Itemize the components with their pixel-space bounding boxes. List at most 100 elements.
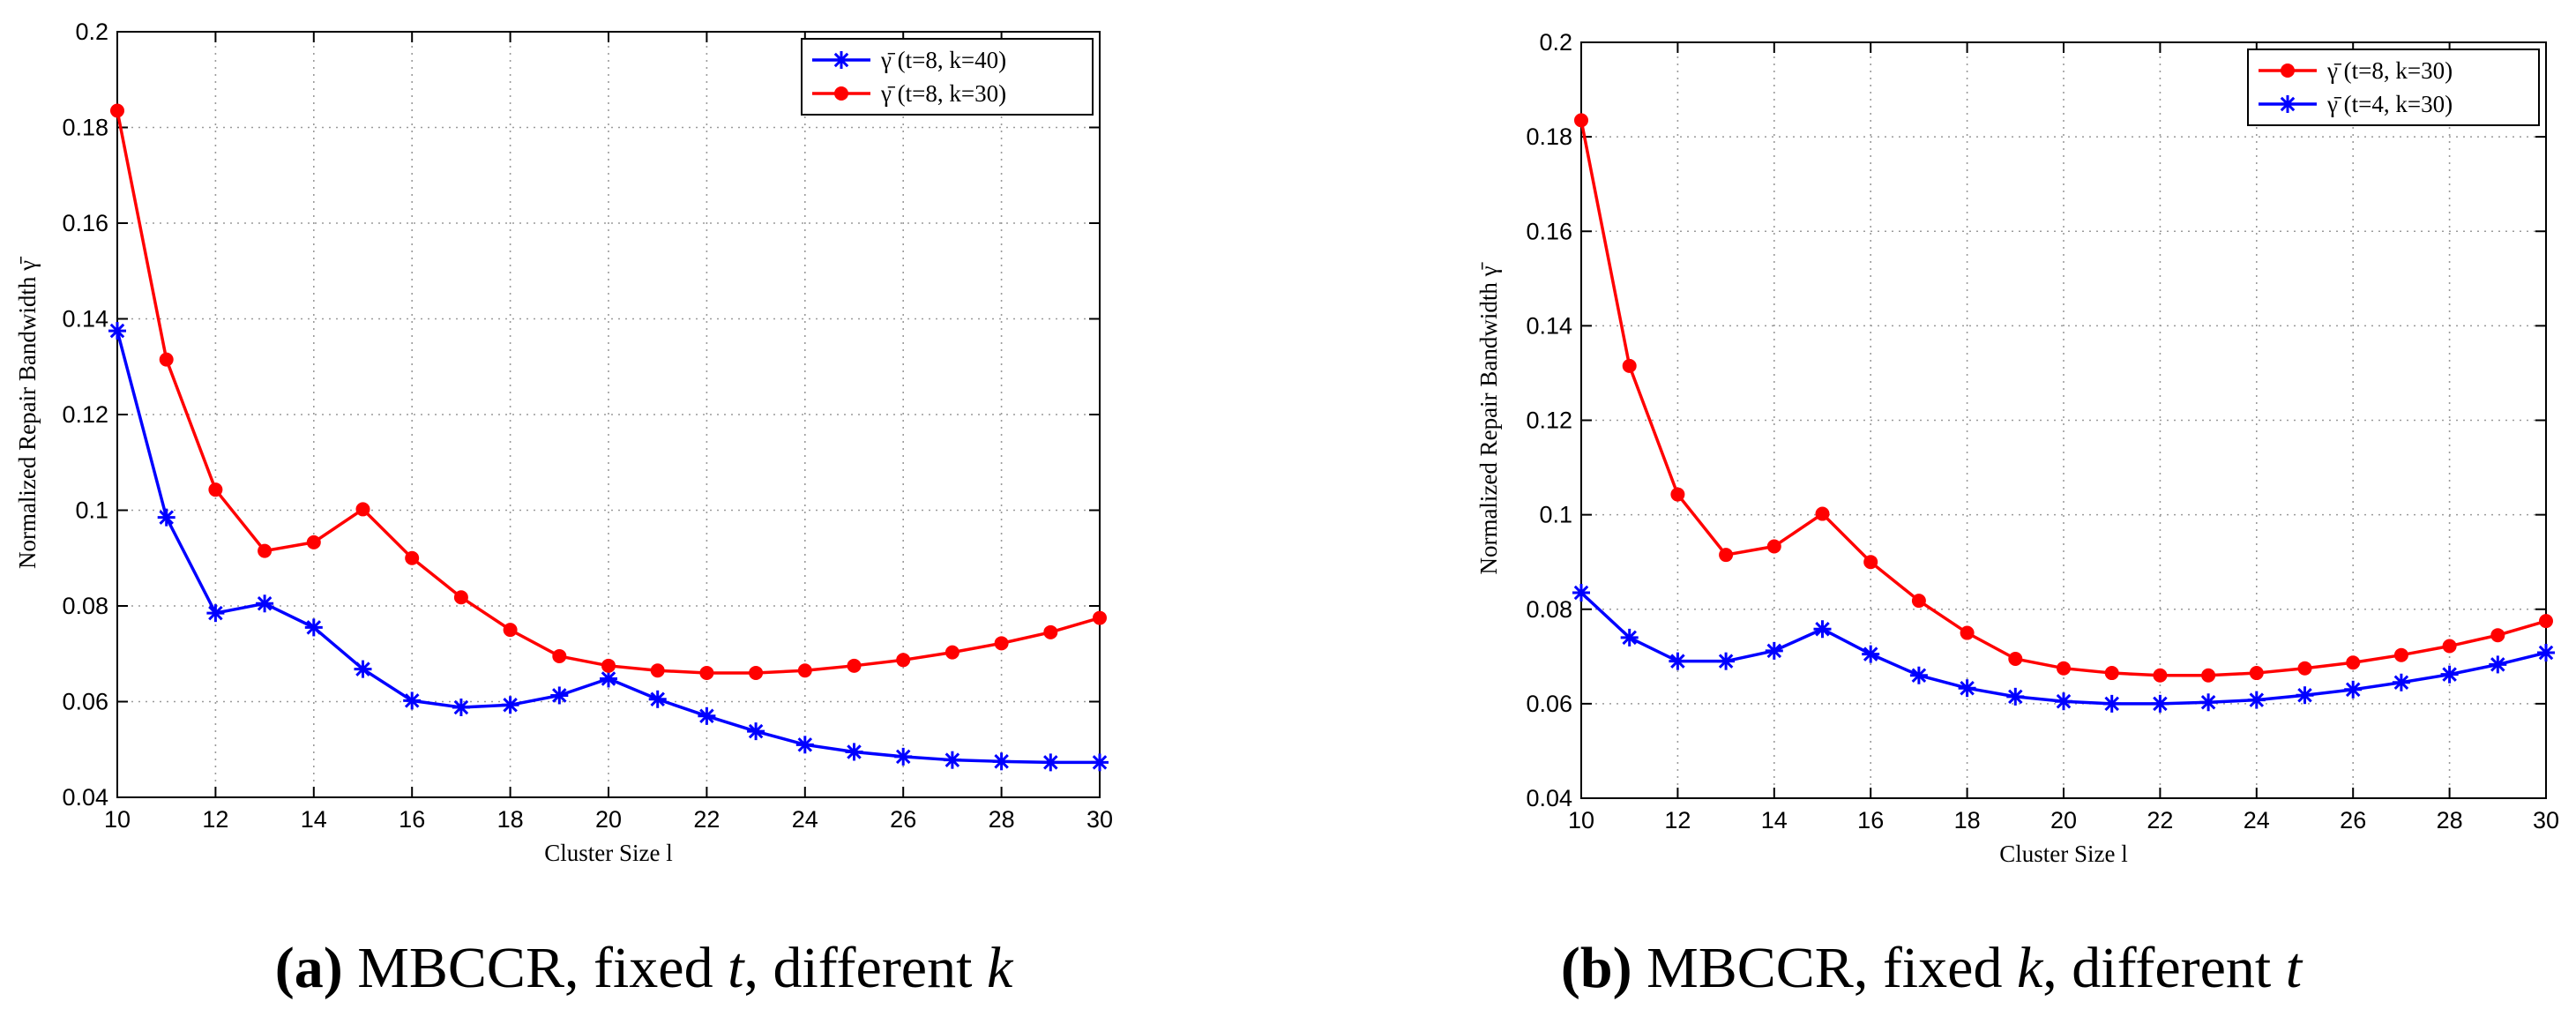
y-tick-label: 0.2 bbox=[75, 19, 108, 45]
data-point bbox=[550, 686, 569, 705]
asterisk-stroke bbox=[2345, 682, 2361, 698]
data-point bbox=[600, 669, 617, 688]
data-point bbox=[2057, 661, 2071, 676]
data-point bbox=[1909, 666, 1928, 684]
data-point bbox=[834, 86, 848, 101]
caption-b-letter: (b) bbox=[1560, 936, 1632, 1000]
data-point bbox=[1813, 620, 1832, 639]
data-point bbox=[258, 543, 273, 558]
data-point bbox=[208, 482, 223, 497]
x-tick-label: 10 bbox=[104, 806, 131, 833]
asterisk-stroke bbox=[601, 671, 616, 686]
data-point bbox=[2055, 692, 2072, 711]
y-tick-label: 0.04 bbox=[1526, 785, 1572, 811]
data-point bbox=[2151, 694, 2169, 713]
y-tick-label: 0.1 bbox=[75, 497, 108, 524]
data-point bbox=[503, 623, 518, 638]
data-point bbox=[1717, 652, 1736, 670]
caption-b-text-before: MBCCR, fixed bbox=[1646, 936, 2003, 1000]
series-0 bbox=[108, 322, 1109, 772]
data-point bbox=[1863, 555, 1878, 570]
asterisk-stroke bbox=[2280, 96, 2296, 112]
data-point bbox=[405, 550, 420, 565]
legend-entry-label: γ̄ (t=4, k=30) bbox=[2326, 91, 2453, 117]
asterisk-stroke bbox=[257, 596, 273, 611]
asterisk-stroke bbox=[1960, 680, 1975, 696]
asterisk-stroke bbox=[2490, 657, 2505, 672]
data-point bbox=[2247, 691, 2266, 709]
asterisk-stroke bbox=[833, 52, 849, 68]
asterisk-stroke bbox=[552, 688, 567, 703]
x-tick-label: 16 bbox=[1857, 807, 1884, 833]
data-point bbox=[403, 691, 422, 710]
asterisk-stroke bbox=[1911, 668, 1927, 683]
y-tick-label: 0.2 bbox=[1539, 29, 1572, 56]
asterisk-stroke bbox=[404, 693, 420, 708]
data-point bbox=[1620, 628, 1639, 647]
data-point bbox=[110, 103, 124, 118]
x-tick-label: 26 bbox=[890, 806, 916, 833]
data-point bbox=[894, 747, 913, 766]
data-point bbox=[306, 534, 321, 549]
data-point bbox=[795, 736, 814, 754]
x-tick-label: 28 bbox=[2437, 807, 2463, 833]
asterisk-stroke bbox=[503, 698, 518, 713]
data-point bbox=[159, 352, 174, 367]
data-point bbox=[2279, 95, 2296, 113]
data-point bbox=[2296, 686, 2314, 705]
data-point bbox=[698, 706, 716, 725]
data-point bbox=[601, 658, 616, 673]
legend-entry-label: γ̄ (t=8, k=40) bbox=[880, 47, 1006, 73]
chart-panel-a: 10 12 14 16 18 20 22 24 26 28 30 0.04 0.06 0.08 0.1 0.1… bbox=[14, 19, 1113, 1000]
data-point bbox=[847, 658, 862, 673]
legend: γ̄ (t=8, k=30) γ̄ (t=4, k=30) bbox=[2247, 49, 2540, 126]
asterisk-stroke bbox=[2297, 687, 2312, 703]
y-tick-label: 0.18 bbox=[1526, 123, 1572, 150]
caption-a-var1: t bbox=[728, 936, 744, 1000]
asterisk-stroke bbox=[2249, 692, 2265, 707]
x-tick-label: 22 bbox=[2147, 807, 2173, 833]
data-point bbox=[2199, 693, 2218, 712]
data-point bbox=[1622, 358, 1637, 373]
data-point bbox=[2393, 647, 2408, 662]
y-tick-label: 0.06 bbox=[62, 689, 108, 715]
y-axis-label: Normalized Repair Bandwidth γ̄ bbox=[1475, 261, 1502, 574]
x-tick-label: 30 bbox=[1086, 806, 1113, 833]
data-point bbox=[2537, 644, 2555, 662]
caption-b-var2: t bbox=[2285, 936, 2303, 1000]
x-tick-label: 24 bbox=[792, 806, 818, 833]
data-point bbox=[845, 743, 863, 761]
data-point bbox=[2440, 665, 2459, 684]
data-point bbox=[945, 645, 959, 660]
chart-panel-b: 10 12 14 16 18 20 22 24 26 28 30 0.04 0.06 0.08 0.1 0.1… bbox=[1288, 0, 2575, 1024]
y-tick-label: 0.08 bbox=[1526, 596, 1572, 623]
y-tick-label: 0.14 bbox=[1526, 312, 1572, 339]
data-point bbox=[1091, 753, 1109, 772]
caption-b-var1: k bbox=[2016, 936, 2043, 1000]
x-axis-label: Cluster Size l bbox=[544, 840, 672, 866]
x-tick-label: 28 bbox=[989, 806, 1015, 833]
asterisk-stroke bbox=[2442, 667, 2457, 682]
data-point bbox=[1958, 679, 1976, 698]
data-point bbox=[749, 665, 764, 680]
asterisk-stroke bbox=[1766, 643, 1782, 659]
asterisk-stroke bbox=[847, 744, 862, 759]
asterisk-stroke bbox=[2104, 696, 2119, 712]
data-point bbox=[833, 51, 850, 69]
asterisk-stroke bbox=[1863, 647, 1878, 661]
data-point bbox=[501, 696, 519, 714]
asterisk-stroke bbox=[1092, 755, 1108, 770]
x-tick-label: 14 bbox=[1761, 807, 1788, 833]
data-point bbox=[552, 648, 567, 663]
caption-a-text-before: MBCCR, fixed bbox=[357, 936, 713, 1000]
x-tick-label: 30 bbox=[2533, 807, 2559, 833]
x-tick-label: 10 bbox=[1568, 807, 1594, 833]
x-tick-label: 26 bbox=[2340, 807, 2366, 833]
data-point bbox=[1042, 753, 1060, 772]
data-point bbox=[1815, 506, 1830, 521]
legend-entry-label: γ̄ (t=8, k=30) bbox=[880, 80, 1006, 107]
data-point bbox=[747, 722, 765, 741]
data-point bbox=[797, 663, 812, 678]
legend-box bbox=[2247, 49, 2540, 126]
asterisk-stroke bbox=[797, 737, 813, 752]
